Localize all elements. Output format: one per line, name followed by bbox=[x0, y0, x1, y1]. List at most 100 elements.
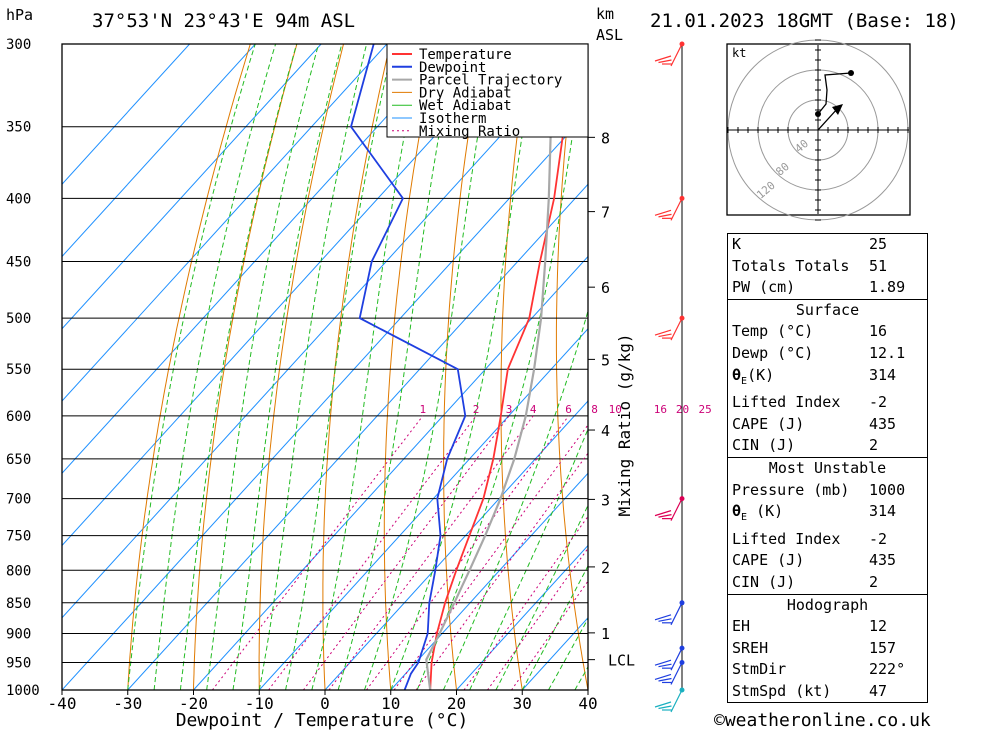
wind-barb bbox=[654, 659, 685, 685]
x-tick-label: 0 bbox=[320, 694, 330, 713]
legend-label: Dewpoint bbox=[419, 60, 486, 76]
x-tick-label: -40 bbox=[48, 694, 77, 713]
wind-barb bbox=[654, 687, 685, 713]
location-title: 37°53'N 23°43'E 94m ASL bbox=[92, 10, 356, 32]
wet-adiabat-line bbox=[442, 309, 588, 690]
mixing-ratio-line bbox=[328, 415, 534, 690]
mixing-ratio-label: 2 bbox=[473, 403, 480, 416]
mu-pressure-row: Pressure (mb) 1000 bbox=[732, 480, 906, 499]
isotherm-line bbox=[62, 44, 256, 258]
isotherm-line bbox=[324, 400, 588, 690]
hodograph-point bbox=[815, 111, 821, 117]
pressure-tick-label: 950 bbox=[6, 655, 31, 671]
mu-lifted-index-row: Lifted Index -2 bbox=[732, 529, 888, 548]
isotherm-line bbox=[258, 327, 588, 690]
dry-adiabat-line bbox=[258, 44, 344, 690]
totals-totals-row: Totals Totals 51 bbox=[732, 256, 888, 275]
pressure-unit: hPa bbox=[6, 6, 34, 24]
height-tick-label: 3 bbox=[601, 491, 610, 509]
isotherm-line bbox=[127, 183, 588, 690]
parcel-trajectory-line bbox=[425, 44, 555, 690]
wet-adiabat-line bbox=[258, 44, 368, 690]
wet-adiabat-line bbox=[311, 44, 424, 690]
legend-label: Temperature bbox=[419, 47, 512, 63]
mixing-ratio-line bbox=[268, 415, 477, 690]
x-tick-label: 30 bbox=[513, 694, 532, 713]
isotherm-line bbox=[62, 44, 190, 185]
isotherm-line bbox=[62, 44, 585, 619]
legend-label: Mixing Ratio bbox=[419, 124, 520, 140]
mixing-ratio-axis-title: Mixing Ratio (g/kg) bbox=[615, 333, 634, 516]
mixing-ratio-line bbox=[463, 515, 588, 690]
mixing-ratio-label: 1 bbox=[419, 403, 426, 416]
stmdir-row: StmDir 222° bbox=[732, 660, 906, 679]
dry-adiabat-line bbox=[950, 44, 1000, 690]
copyright-footer[interactable]: ©weatheronline.co.uk bbox=[714, 710, 931, 731]
pressure-tick-label: 600 bbox=[6, 409, 31, 425]
dry-adiabat-line bbox=[383, 44, 438, 690]
temperature-line bbox=[429, 44, 584, 690]
surface-lifted-index-row: Lifted Index -2 bbox=[732, 393, 888, 412]
storm-motion-arrow bbox=[832, 104, 843, 115]
sreh-row: SREH 157 bbox=[732, 638, 897, 657]
wet-adiabat-line bbox=[469, 427, 588, 690]
isotherm-line bbox=[62, 44, 453, 474]
mixing-ratio-line bbox=[212, 415, 424, 690]
dry-adiabat-line bbox=[996, 44, 1000, 690]
mixing-ratio-label: 10 bbox=[609, 403, 622, 416]
legend-label: Wet Adiabat bbox=[419, 98, 512, 114]
height-unit-asl: ASL bbox=[596, 26, 624, 44]
isotherm-line bbox=[62, 44, 388, 402]
surface-section-title: Surface bbox=[728, 298, 927, 322]
surface-cin-row: CIN (J) 2 bbox=[732, 436, 879, 455]
mixing-ratio-label: 8 bbox=[591, 403, 598, 416]
height-tick-label: 1 bbox=[601, 625, 610, 643]
height-tick-label: 6 bbox=[601, 279, 610, 297]
wet-adiabat-line bbox=[495, 504, 588, 690]
pressure-tick-label: 650 bbox=[6, 452, 31, 468]
mu-theta-e-row: θE (K) 314 bbox=[732, 502, 897, 524]
pressure-tick-label: 500 bbox=[6, 311, 31, 327]
isotherm-line bbox=[390, 472, 588, 690]
mixing-ratio-line bbox=[511, 580, 588, 690]
isotherm-line bbox=[193, 255, 588, 690]
legend-label: Isotherm bbox=[419, 111, 486, 127]
surface-temp-row: Temp (°C) 16 bbox=[732, 322, 888, 341]
mixing-ratio-label: 16 bbox=[654, 403, 667, 416]
pressure-tick-label: 550 bbox=[6, 362, 31, 378]
pressure-tick-label: 800 bbox=[6, 563, 31, 579]
mixing-ratio-line bbox=[487, 547, 588, 690]
height-tick-label: 4 bbox=[601, 422, 610, 440]
wind-barb bbox=[654, 195, 685, 221]
x-tick-label: -10 bbox=[245, 694, 274, 713]
mixing-ratio-line bbox=[302, 415, 510, 690]
wet-adiabat-line bbox=[416, 44, 587, 690]
wet-adiabat-line bbox=[232, 44, 343, 690]
height-tick-label: 5 bbox=[601, 351, 610, 369]
pressure-tick-label: 750 bbox=[6, 529, 31, 545]
pressure-tick-label: 850 bbox=[6, 596, 31, 612]
x-tick-label: -20 bbox=[179, 694, 208, 713]
storm-motion-vector bbox=[817, 107, 839, 131]
dry-adiabat-line bbox=[662, 44, 719, 690]
eh-row: EH 12 bbox=[732, 617, 888, 636]
surface-theta-e-row: θE(K) 314 bbox=[732, 365, 897, 387]
isotherm-line bbox=[62, 44, 322, 330]
mu-cin-row: CIN (J) 2 bbox=[732, 572, 879, 591]
k-index-row: K 25 bbox=[732, 235, 888, 253]
wind-barb bbox=[654, 600, 685, 626]
legend-label: Parcel Trajectory bbox=[419, 73, 562, 89]
stmspd-row: StmSpd (kt) 47 bbox=[732, 681, 888, 700]
hodograph-section-title: Hodograph bbox=[728, 593, 927, 617]
mixing-ratio-line bbox=[366, 415, 570, 690]
wet-adiabat-line bbox=[285, 44, 394, 690]
mixing-ratio-label: 6 bbox=[565, 403, 572, 416]
dewpoint-line bbox=[350, 44, 467, 690]
height-tick-label: LCL bbox=[608, 652, 635, 670]
mixing-ratio-label: 4 bbox=[530, 403, 537, 416]
height-tick-label: 2 bbox=[601, 559, 610, 577]
isotherm-line bbox=[456, 544, 588, 690]
hodograph-trace bbox=[817, 72, 852, 115]
